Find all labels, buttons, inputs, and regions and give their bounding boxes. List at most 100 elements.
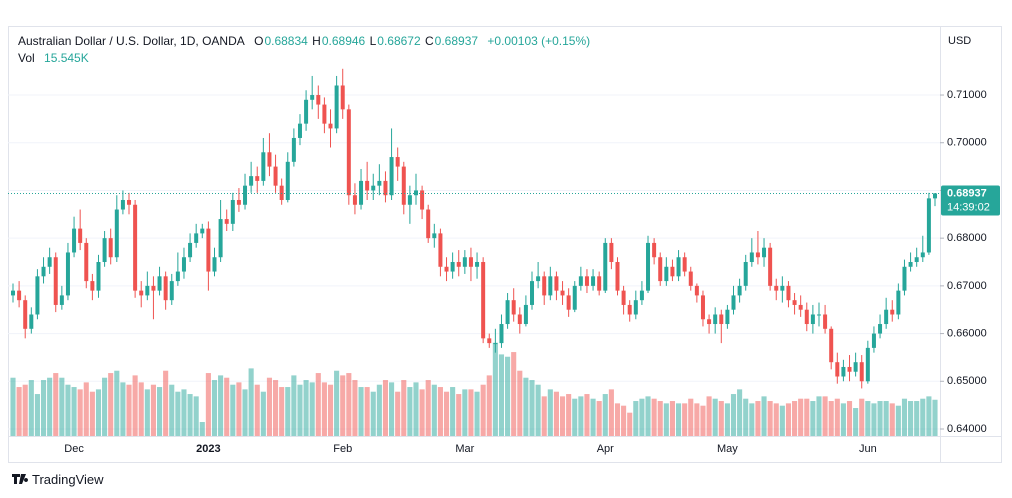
candle-body: [597, 276, 602, 291]
volume-bar: [663, 403, 669, 436]
volume-bar: [83, 382, 89, 436]
x-tick-label: May: [717, 443, 738, 455]
candle-body: [175, 271, 180, 282]
candle-body: [163, 276, 168, 301]
candle-body: [615, 262, 620, 291]
last-price-tag: [941, 185, 1000, 216]
volume-bar: [492, 342, 498, 436]
volume-bar: [321, 382, 327, 436]
candle-body: [621, 290, 626, 305]
volume-bar: [908, 401, 914, 436]
candle-body: [865, 347, 870, 382]
candle-body: [878, 324, 883, 334]
volume-bar: [279, 387, 285, 436]
volume-bar: [614, 403, 621, 436]
volume-bar: [724, 403, 730, 436]
candle-body: [230, 199, 235, 224]
candle-body: [633, 300, 638, 315]
candle-body: [731, 295, 736, 310]
volume-bar: [401, 380, 407, 436]
y-tick-label: 0.71000: [947, 89, 987, 101]
candle-body: [127, 199, 132, 205]
close-value: 0.68937: [434, 34, 479, 48]
volume-bar: [456, 394, 462, 436]
candle-body: [542, 276, 547, 296]
candle-body: [273, 166, 278, 186]
volume-bar: [303, 380, 309, 436]
volume-bar: [590, 398, 596, 436]
volume-bar: [633, 401, 639, 436]
volume-bar: [785, 403, 792, 436]
volume-bar: [798, 398, 804, 436]
candle-body: [902, 266, 907, 291]
candle-body: [413, 190, 418, 196]
volume-bar: [718, 401, 724, 436]
candle-body: [23, 300, 28, 329]
candle-body: [835, 362, 840, 377]
x-tick-label: Apr: [597, 443, 614, 455]
candle-body: [35, 276, 40, 315]
volume-bar: [450, 387, 456, 436]
volume-bar: [248, 368, 254, 436]
volume-bar: [224, 377, 230, 436]
change-value: +0.00103 (+0.15%): [487, 34, 591, 48]
close-label: C: [425, 34, 434, 48]
volume-bar: [273, 380, 279, 436]
volume-bar: [657, 401, 663, 436]
candle-body: [774, 285, 779, 291]
candle-body: [120, 199, 125, 210]
candle-body: [90, 281, 95, 291]
volume-bar: [840, 403, 846, 436]
volume-bar: [627, 412, 633, 436]
volume-bar: [901, 398, 908, 436]
volume-bar: [877, 401, 883, 436]
candle-body: [139, 290, 144, 296]
volume-bar: [193, 396, 199, 436]
volume-bar: [144, 389, 150, 436]
candle-body: [11, 290, 15, 296]
volume-bar: [926, 396, 932, 436]
grid: [8, 94, 940, 430]
candle-body: [566, 295, 571, 310]
candle-body: [920, 252, 925, 258]
volume-bar: [169, 384, 175, 436]
volume-bar: [859, 398, 865, 436]
volume-bar: [712, 398, 718, 436]
candle-body: [444, 266, 449, 272]
candle-body: [181, 257, 186, 272]
volume-bar: [443, 391, 450, 436]
volume-bar: [376, 384, 382, 436]
volume-bar: [53, 373, 59, 436]
candle-body: [279, 185, 284, 200]
volume-bar: [895, 405, 901, 436]
candle-body: [304, 99, 309, 124]
candle-body: [841, 366, 846, 377]
candle-body: [810, 314, 815, 325]
candle-body: [700, 295, 705, 320]
volume-bar: [120, 382, 126, 436]
candle-body: [664, 266, 669, 282]
x-tick-label: 2023: [196, 443, 220, 455]
volume-bar: [205, 373, 211, 436]
volume-bar: [266, 377, 273, 436]
volume-bar: [138, 382, 144, 436]
volume-bar: [816, 396, 822, 436]
candle-body: [786, 285, 791, 301]
candle-body: [749, 252, 754, 263]
candle-body: [297, 123, 302, 138]
volume-bar: [65, 384, 71, 436]
candle-body: [517, 314, 522, 325]
candle-body: [694, 285, 699, 296]
volume-bar: [437, 387, 443, 436]
volume-bar: [608, 389, 614, 436]
volume-bar: [126, 384, 132, 436]
x-tick-label: Jun: [859, 443, 877, 455]
candle-body: [926, 198, 931, 253]
volume-bar: [822, 396, 828, 436]
candle-body: [859, 362, 864, 382]
candle-body: [151, 285, 156, 291]
volume-bar: [651, 398, 657, 436]
volume-bar: [743, 398, 749, 436]
candle-body: [194, 233, 199, 243]
